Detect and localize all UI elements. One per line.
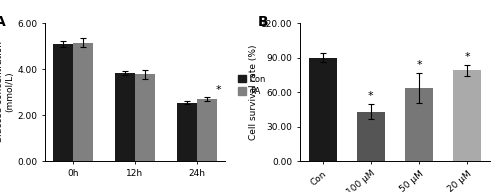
Text: *: * [416, 60, 422, 70]
Y-axis label: Cell survival rate (%): Cell survival rate (%) [249, 44, 258, 140]
Text: *: * [368, 91, 374, 101]
Bar [73, 43, 93, 161]
Bar [308, 58, 336, 161]
Bar [197, 99, 217, 161]
Bar [357, 112, 385, 161]
Bar [177, 103, 197, 161]
Text: *: * [464, 52, 470, 62]
Bar [405, 88, 433, 161]
Legend: Con, PA: Con, PA [238, 74, 266, 96]
Text: A: A [0, 15, 6, 29]
Y-axis label: Glucose concentration
(mmol/L): Glucose concentration (mmol/L) [0, 41, 14, 143]
Bar [115, 73, 135, 161]
Text: B: B [258, 15, 269, 29]
Bar [53, 44, 73, 161]
Text: *: * [215, 85, 221, 95]
Bar [135, 74, 155, 161]
Bar [454, 70, 481, 161]
